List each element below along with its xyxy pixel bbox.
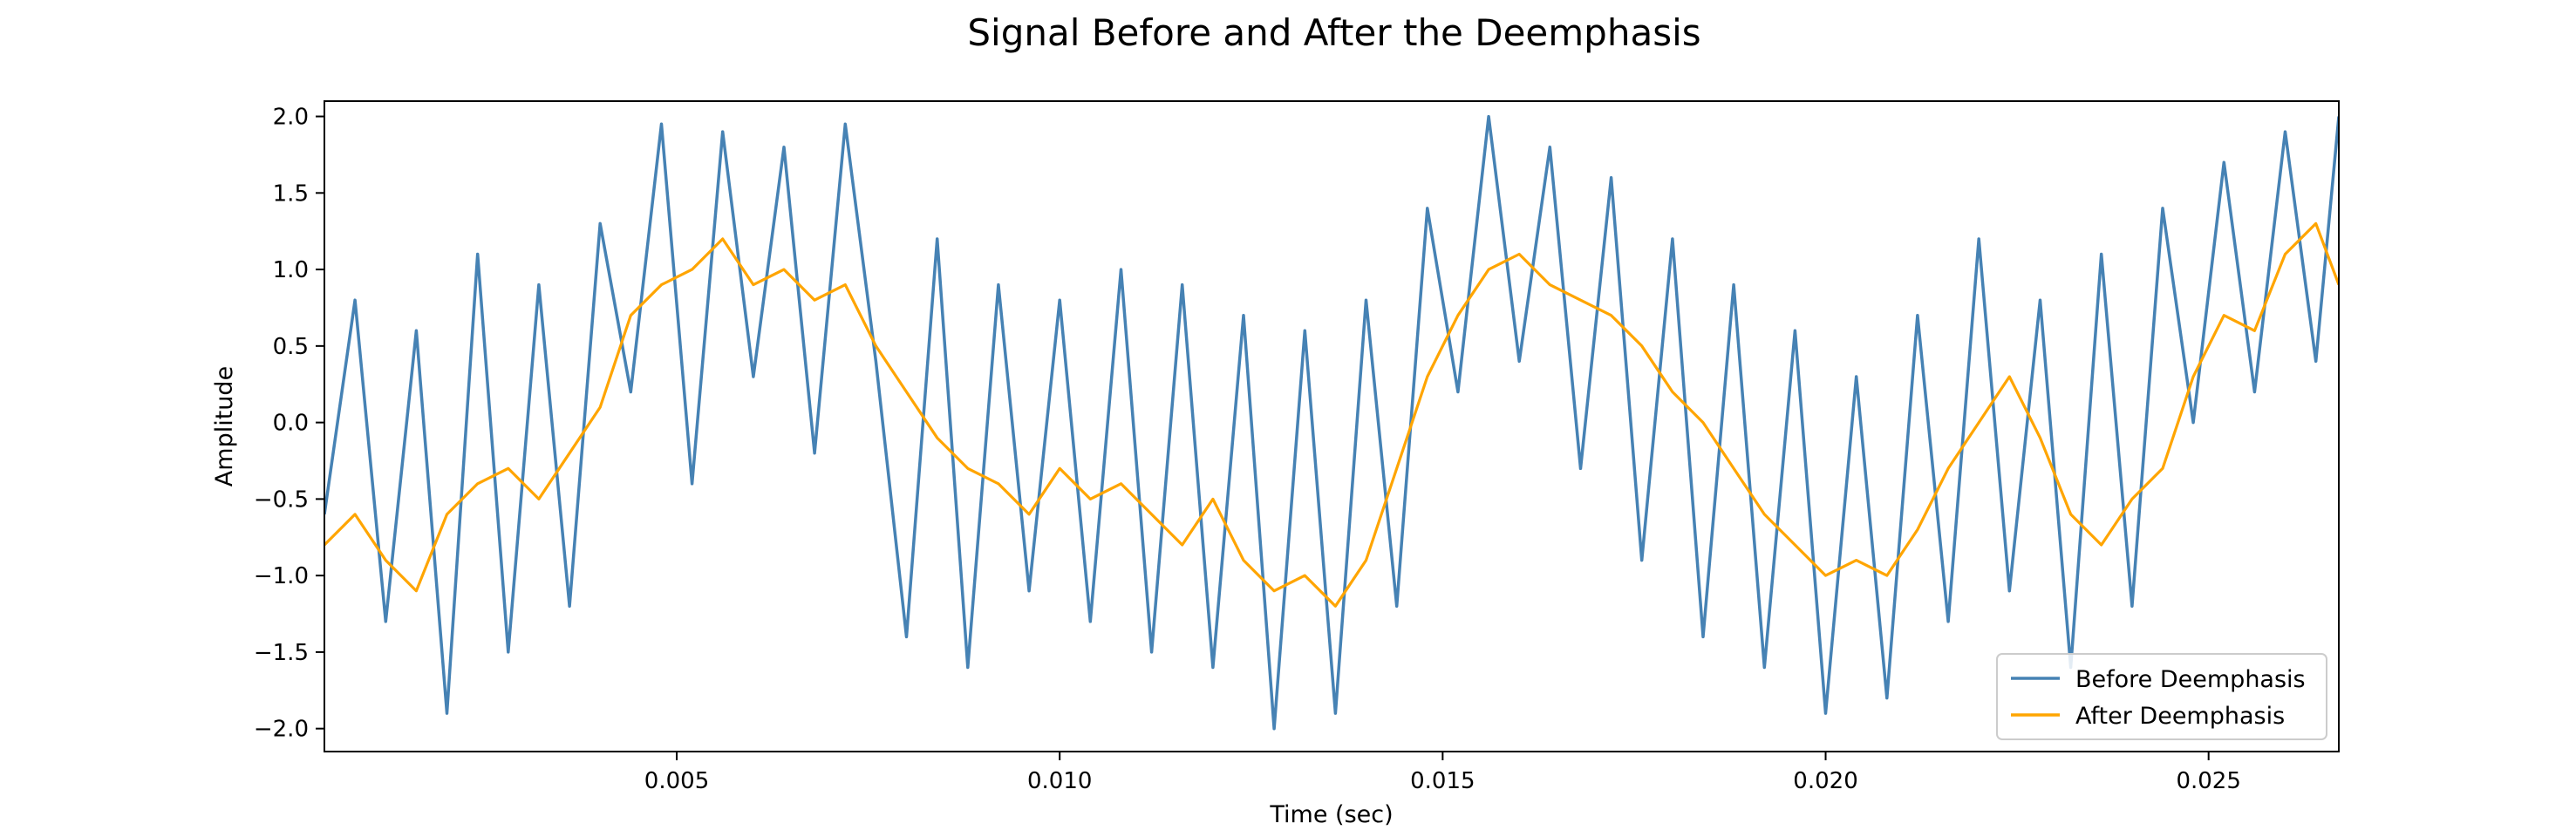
- y-axis-label: Amplitude: [211, 366, 238, 487]
- series-line-before-deemphasis: [324, 114, 2339, 731]
- y-tick-label: 0.0: [273, 411, 309, 437]
- y-axis: −2.0 −1.5 −1.0 −0.5 0.0 0.5 1.0 1.5 2.0: [254, 105, 324, 743]
- y-tick-label: −1.5: [254, 640, 309, 666]
- legend-label-before-deemphasis: Before Deemphasis: [2075, 666, 2306, 693]
- x-tick-label: 0.010: [1027, 768, 1092, 794]
- y-tick-label: 1.5: [273, 180, 309, 207]
- plot-frame: [324, 100, 2340, 752]
- y-tick-label: −2.0: [254, 717, 309, 743]
- x-tick-label: 0.015: [1410, 768, 1475, 794]
- chart-title: Signal Before and After the Deemphasis: [967, 11, 1700, 54]
- y-tick-label: 0.5: [273, 334, 309, 360]
- legend-box: [1996, 653, 2327, 740]
- y-tick-label: 2.0: [273, 105, 309, 131]
- legend-label-after-deemphasis: After Deemphasis: [2075, 703, 2285, 730]
- plot-area: [324, 100, 2340, 752]
- x-axis: 0.005 0.010 0.015 0.020 0.025: [644, 752, 2241, 794]
- legend: Before Deemphasis After Deemphasis: [1996, 653, 2327, 740]
- x-tick-label: 0.020: [1793, 768, 1857, 794]
- y-tick-label: −0.5: [254, 487, 309, 513]
- x-tick-label: 0.005: [644, 768, 709, 794]
- series-layer: [324, 114, 2339, 731]
- y-tick-label: 1.0: [273, 257, 309, 283]
- x-tick-label: 0.025: [2176, 768, 2240, 794]
- series-line-after-deemphasis: [324, 221, 2339, 608]
- x-axis-label: Time (sec): [1269, 801, 1393, 828]
- y-tick-label: −1.0: [254, 563, 309, 589]
